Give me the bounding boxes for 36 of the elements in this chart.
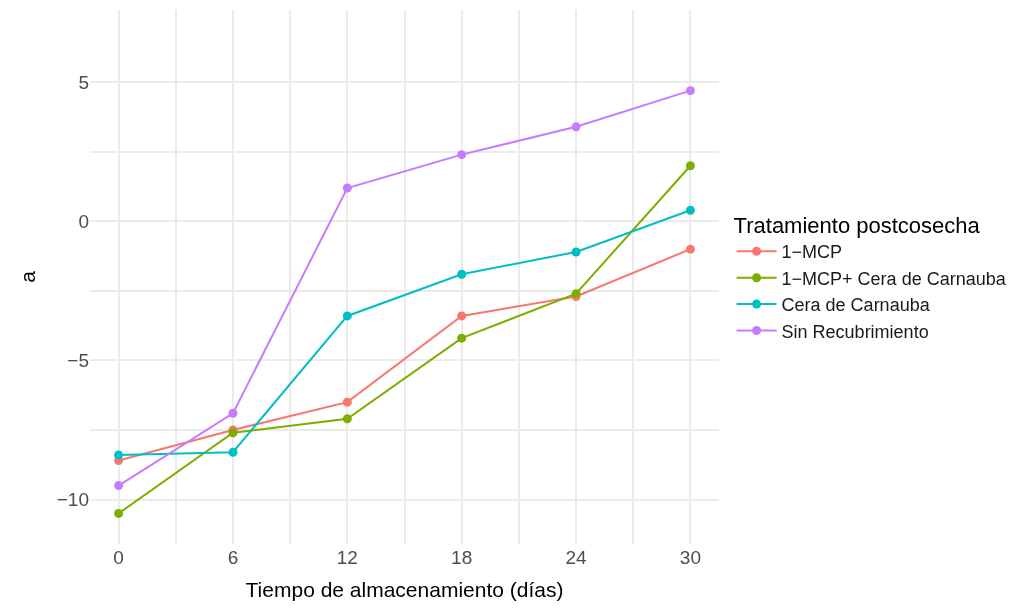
point xyxy=(571,122,581,132)
point xyxy=(457,150,467,160)
point xyxy=(114,450,124,460)
point xyxy=(228,408,238,418)
x-tick-label: 12 xyxy=(336,547,358,568)
x-tick-label: 0 xyxy=(113,547,124,568)
point xyxy=(685,205,695,215)
point xyxy=(457,311,467,321)
point xyxy=(342,183,352,193)
legend-label: 1−MCP+ Cera de Carnauba xyxy=(781,268,1007,289)
x-tick-label: 24 xyxy=(565,547,588,568)
x-axis-title: Tiempo de almacenamiento (días) xyxy=(245,578,564,602)
y-axis-title: a xyxy=(15,270,39,283)
point xyxy=(685,244,695,254)
legend-label: Cera de Carnauba xyxy=(781,295,931,316)
y-tick-label: 5 xyxy=(78,71,89,93)
point xyxy=(571,247,581,257)
point xyxy=(685,86,695,96)
point xyxy=(114,508,124,518)
point xyxy=(342,311,352,321)
y-tick-label: −5 xyxy=(67,350,89,372)
y-tick-label: −10 xyxy=(56,489,89,511)
legend-label: Sin Recubrimiento xyxy=(781,321,929,342)
point xyxy=(685,161,695,171)
point xyxy=(457,333,467,343)
x-tick-label: 6 xyxy=(227,547,239,568)
point xyxy=(114,481,124,491)
x-tick-label: 30 xyxy=(679,547,701,568)
point xyxy=(342,397,352,407)
point xyxy=(342,414,352,424)
point xyxy=(457,269,467,279)
x-tick-label: 18 xyxy=(451,547,473,568)
legend-title: Tratamiento postcosecha xyxy=(733,213,981,239)
legend-label: 1−MCP xyxy=(781,242,843,263)
y-tick-label: 0 xyxy=(78,211,89,233)
point xyxy=(228,447,238,457)
